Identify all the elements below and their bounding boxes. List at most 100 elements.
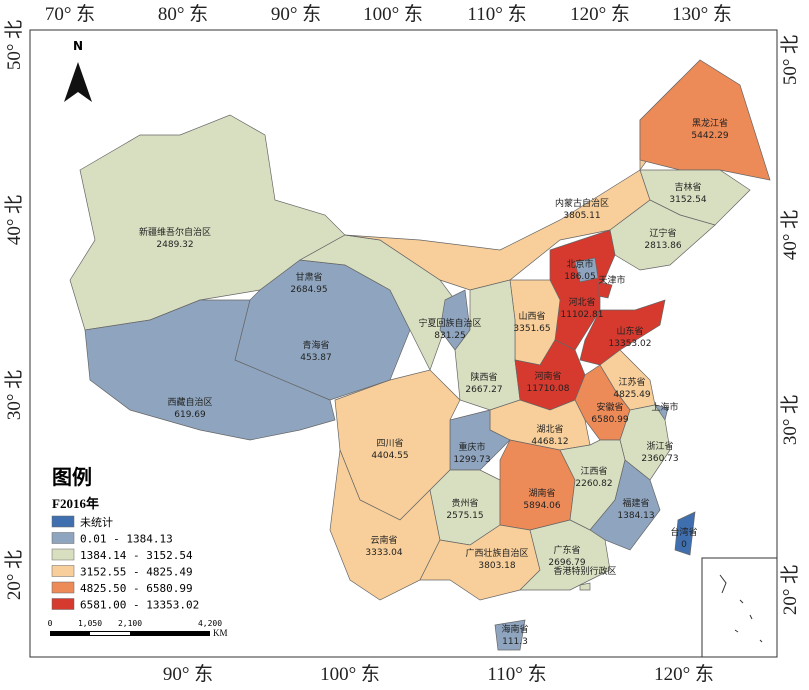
legend-field: F2016年 (52, 496, 99, 511)
legend-label: 1384.14 - 3152.54 (80, 549, 193, 562)
inset-islands (719, 574, 763, 643)
province-value: 2489.32 (156, 240, 193, 250)
province-name: 辽宁省 (649, 227, 676, 239)
province-name: 江西省 (580, 465, 607, 477)
province (84, 299, 336, 441)
province-value: 2667.27 (465, 385, 502, 395)
province-value: 6580.99 (591, 415, 628, 425)
legend-swatch (51, 598, 75, 610)
graticule-label: 110° 东 (467, 3, 526, 25)
north-label: N (73, 39, 83, 53)
provinces: 新疆维吾尔自治区 2489.32 西藏自治区 619.69 青海省 453.87 甘肃省 26… (69, 59, 771, 651)
province (579, 299, 666, 366)
province-value: 2696.79 (548, 558, 585, 568)
legend-swatch (51, 532, 75, 544)
legend-swatch (51, 565, 75, 577)
province-value: 111.3 (502, 637, 528, 647)
province-name: 云南省 (370, 534, 397, 546)
scale-label: 4,200 (198, 619, 222, 628)
province-name: 河北省 (568, 296, 595, 308)
province-name: 贵州省 (451, 497, 478, 509)
graticule-label: 40° 北 (3, 195, 25, 245)
province-value: 3152.54 (669, 195, 706, 205)
province-name: 天津市 (598, 274, 625, 286)
province-value: 1384.13 (617, 511, 654, 521)
province-value: 3803.18 (478, 561, 515, 571)
graticule-label: 50° 北 (779, 35, 801, 85)
scale-label: 0 (48, 619, 53, 628)
province-name: 安徽省 (596, 401, 623, 413)
graticule-label: 70° 东 (45, 3, 95, 25)
province-name: 广西壮族自治区 (465, 547, 528, 559)
graticule-label: 90° 东 (163, 663, 213, 685)
province-name: 江苏省 (618, 376, 645, 388)
scale-label: 1,050 (78, 619, 102, 628)
graticule-label: 30° 北 (779, 395, 801, 445)
province (519, 519, 611, 591)
province-name: 北京市 (566, 258, 593, 270)
province-value: 1299.73 (453, 455, 490, 465)
province-value: 3805.11 (563, 211, 600, 221)
province-name: 青海省 (302, 339, 329, 351)
province-name: 广东省 (553, 544, 580, 556)
province (574, 257, 599, 283)
province-value: 2684.95 (290, 285, 327, 295)
legend-swatch (51, 581, 75, 594)
province-value: 2260.82 (575, 479, 612, 489)
province-name: 新疆维吾尔自治区 (139, 226, 211, 238)
province-name: 重庆市 (458, 441, 485, 453)
province-value: 3333.04 (365, 548, 402, 558)
province-name: 甘肃省 (295, 271, 322, 283)
province (609, 199, 716, 271)
province-value: 13353.02 (609, 339, 652, 349)
graticule-label: 30° 北 (3, 370, 25, 420)
province-value: 11710.08 (527, 384, 570, 394)
graticule-label: 50° 北 (3, 20, 25, 70)
province-value: 4468.12 (531, 437, 568, 447)
province-name: 福建省 (622, 497, 649, 509)
graticule-label: 40° 北 (779, 210, 801, 260)
scale-label: 2,100 (118, 619, 142, 628)
province-value: 2575.15 (446, 511, 483, 521)
graticule-label: 20° 北 (3, 550, 25, 600)
province-value: 453.87 (300, 353, 332, 363)
province-value: 186.05 (564, 272, 596, 282)
legend-label: 0.01 - 1384.13 (80, 533, 173, 546)
province-name: 山东省 (616, 325, 643, 337)
province (597, 281, 613, 299)
graticule-label: 120° 东 (654, 663, 714, 685)
province-name: 吉林省 (674, 181, 701, 193)
province-name: 宁夏回族自治区 (418, 317, 481, 329)
graticule-label: 130° 东 (672, 3, 732, 25)
legend: 未统计 0.01 - 1384.13 1384.14 - 3152.54 3152.5… (51, 515, 199, 612)
graticule-label: 120° 东 (570, 3, 630, 25)
province-name: 四川省 (376, 437, 403, 449)
inset-frame (701, 557, 778, 658)
province (494, 619, 526, 651)
province-name: 浙江省 (646, 440, 673, 452)
province (674, 511, 696, 556)
scale-unit: KM (213, 628, 228, 638)
province-value: 0 (681, 540, 687, 550)
graticule-label: 110° 东 (487, 663, 546, 685)
graticule-label: 90° 东 (271, 3, 321, 25)
province-value: 5442.29 (691, 131, 728, 141)
province-name: 山西省 (518, 310, 545, 322)
province-name: 西藏自治区 (167, 396, 212, 408)
graticule-label: 20° 北 (779, 565, 801, 615)
province-value: 619.69 (174, 410, 206, 420)
province-value: 2813.86 (644, 241, 681, 251)
province-name: 上海市 (651, 401, 678, 413)
province-name: 陕西省 (470, 371, 497, 383)
province-value: 5894.06 (523, 501, 560, 511)
province-value: 3351.65 (513, 324, 550, 334)
legend-label: 4825.50 - 6580.99 (80, 582, 193, 595)
province-name: 湖北省 (536, 423, 563, 435)
province-value: 2360.73 (641, 454, 678, 464)
legend-label: 未统计 (80, 516, 113, 529)
graticule-label: 100° 东 (363, 3, 423, 25)
province-value: 4825.49 (613, 390, 650, 400)
province-value: 4404.55 (371, 451, 408, 461)
